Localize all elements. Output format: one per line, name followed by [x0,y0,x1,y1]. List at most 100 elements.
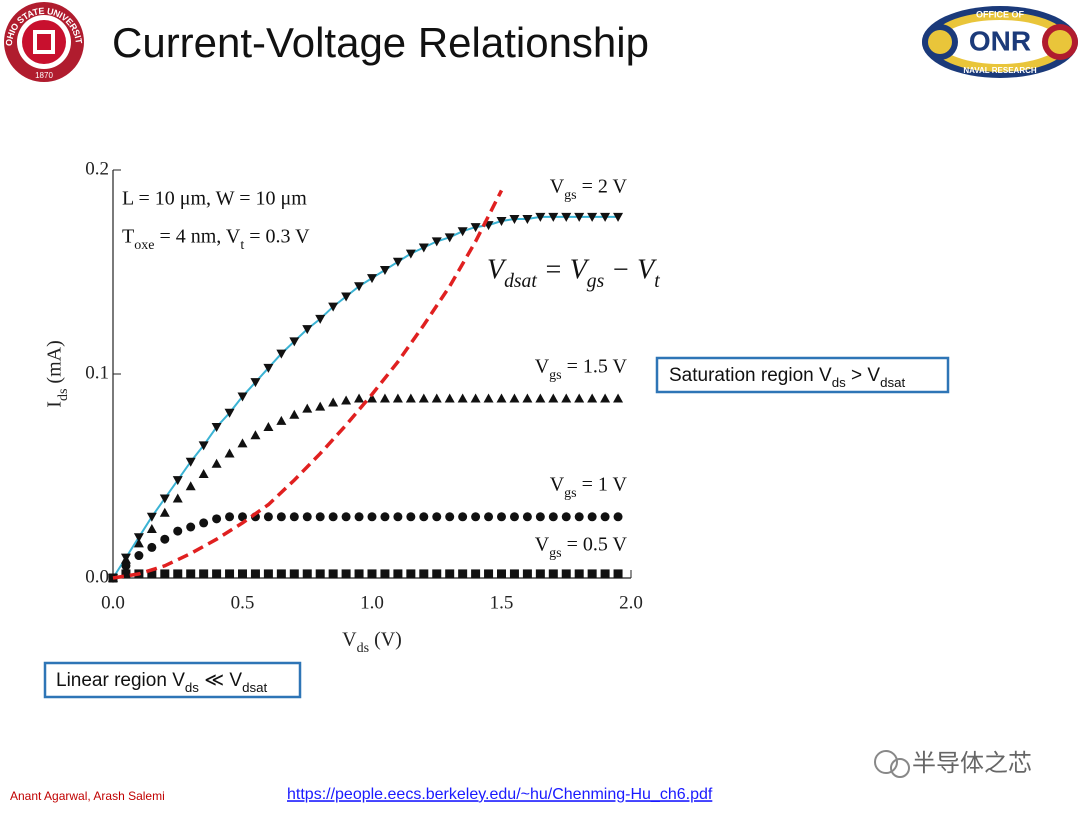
footer-authors: Anant Agarwal, Arash Salemi [10,789,165,803]
annotation: Vdsat = Vgs − Vt [487,254,660,292]
data-point [146,512,157,522]
data-point [457,393,468,403]
data-point [600,512,610,522]
saturation-callout: Saturation region Vds > Vdsat [669,365,906,390]
series-label: Vgs = 0.5 V [535,534,628,561]
data-point [315,401,326,411]
data-point [199,569,209,579]
data-point [225,569,235,579]
data-point [147,542,157,552]
data-point [354,393,365,403]
data-point [561,212,572,222]
data-point [367,393,377,403]
data-point [392,257,403,267]
y-tick-label: 0.1 [85,362,109,383]
data-point [613,512,623,522]
series-label: Vgs = 1.5 V [535,356,628,383]
data-point [587,512,597,522]
vdsat-curve [112,189,504,580]
data-point [263,512,273,522]
data-point [302,325,313,335]
data-point [548,212,559,222]
data-point [509,393,520,403]
data-point [574,569,584,579]
data-point [432,569,442,579]
data-point [406,512,416,522]
data-point [185,481,196,491]
data-point [367,512,377,522]
data-point [238,512,247,522]
data-point [535,212,546,222]
data-point [341,569,351,579]
data-point [225,512,235,522]
data-point [328,512,338,522]
series-label: Vgs = 2 V [550,176,628,203]
data-point [328,302,339,312]
data-point [379,393,390,403]
data-point [289,569,299,579]
data-point [509,512,519,522]
data-point [199,518,209,528]
linear-callout: Linear region Vds ≪ Vdsat [56,670,268,695]
data-point [548,393,559,403]
data-point [458,569,468,579]
data-point [173,569,183,579]
data-point [238,569,247,579]
x-tick-label: 1.0 [360,592,384,613]
data-point [393,512,403,522]
data-point [315,512,325,522]
data-point [186,522,196,532]
data-point [276,512,286,522]
data-point [133,538,144,548]
data-point [405,393,416,403]
data-point [561,569,571,579]
data-point [354,512,364,522]
data-point [147,569,157,579]
data-point [341,395,352,405]
data-point [211,458,222,468]
x-tick-label: 0.5 [231,592,255,613]
data-point [548,569,558,579]
y-tick-label: 0.2 [85,158,109,179]
onr-center: ONR [969,25,1031,56]
data-point [315,569,325,579]
series-line [112,215,618,579]
data-point [211,423,222,433]
data-point [224,408,235,418]
data-point [172,476,183,486]
data-point [613,212,624,222]
data-point [587,212,598,222]
data-point [328,569,338,579]
data-point [302,512,312,522]
data-point [535,393,546,403]
data-point [380,569,390,579]
onr-bottom: NAVAL RESEARCH [963,66,1037,75]
data-point [186,569,196,579]
x-tick-label: 0.0 [101,592,125,613]
data-point [133,533,144,543]
data-point [496,217,507,226]
data-point [237,438,248,448]
data-point [457,227,468,237]
data-point [160,569,170,579]
y-axis-label: Ids (mA) [44,340,71,407]
data-point [134,551,144,561]
data-point [354,282,365,292]
data-point [341,292,352,302]
data-point [574,512,584,522]
data-point [198,441,209,451]
footer-link[interactable]: https://people.eecs.berkeley.edu/~hu/Che… [287,786,713,803]
data-point [445,512,455,522]
data-point [496,393,507,403]
data-point [263,363,274,373]
data-point [263,422,274,432]
data-point [341,512,351,522]
data-point [212,514,222,524]
data-point [561,393,572,403]
data-point [405,249,416,259]
annotation: Toxe = 4 nm, Vt = 0.3 V [122,226,310,253]
data-point [470,223,481,233]
data-point [289,337,300,347]
data-point [173,526,183,536]
